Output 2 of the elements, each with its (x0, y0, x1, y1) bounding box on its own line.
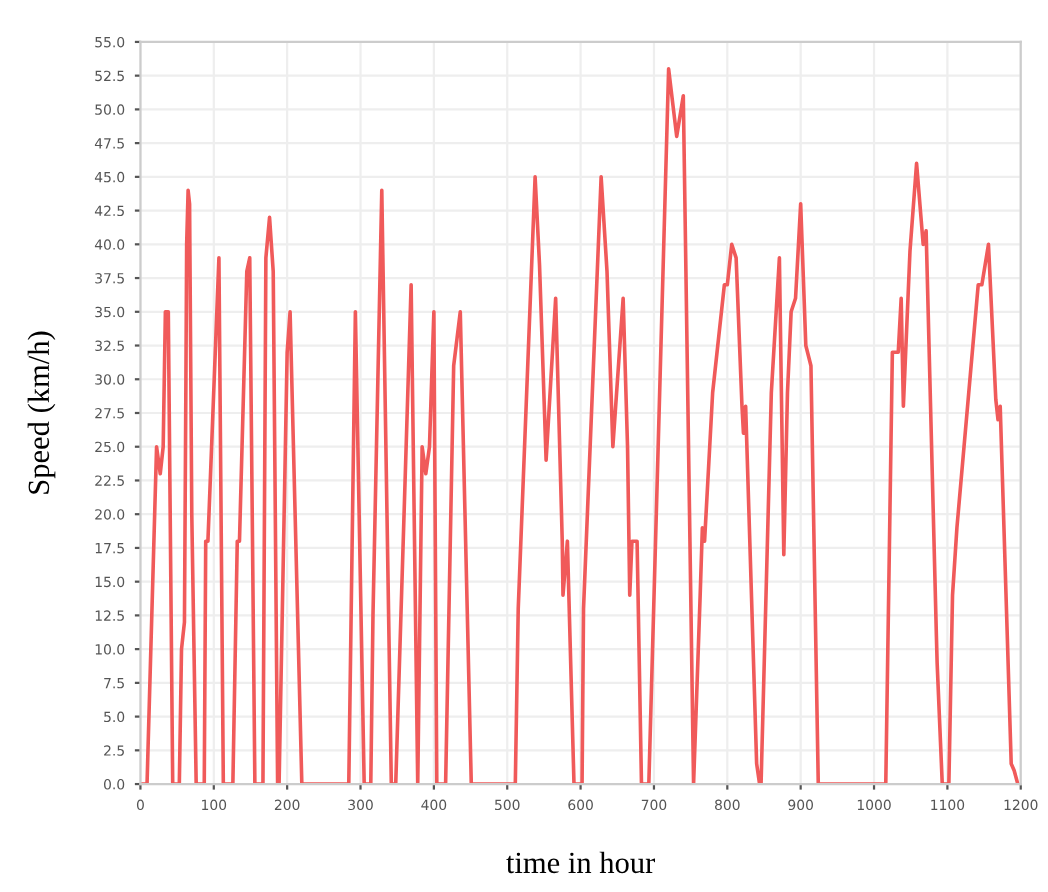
x-axis-title: time in hour (506, 851, 655, 874)
y-axis-title: Speed (km/h) (27, 331, 56, 494)
